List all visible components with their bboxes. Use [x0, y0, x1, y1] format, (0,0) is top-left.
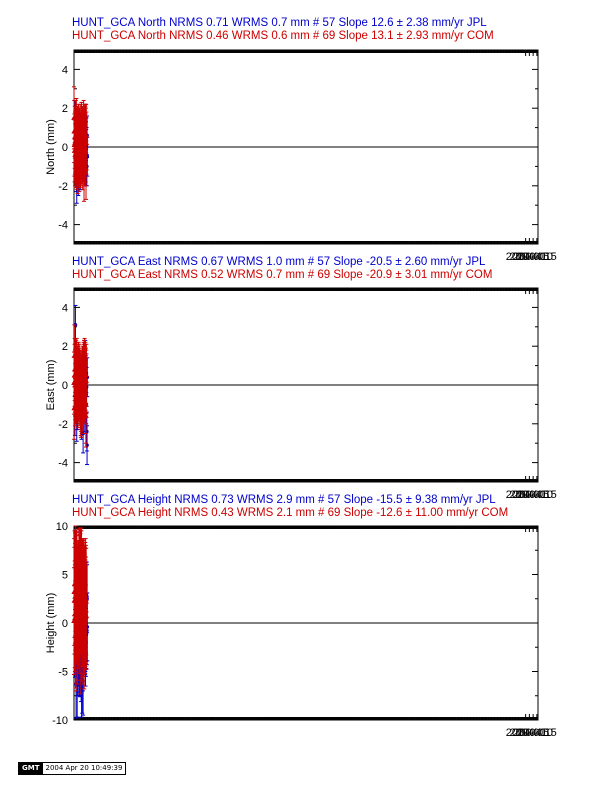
east-xtick-label: 2004.00 [506, 489, 546, 501]
height-ytick-label: -10 [52, 715, 68, 727]
north-xtick-label: 2004.15 [517, 251, 557, 263]
height-header-com: HUNT_GCA Height NRMS 0.43 WRMS 2.1 mm # … [72, 507, 508, 519]
east-panel: HUNT_GCA East NRMS 0.67 WRMS 1.0 mm # 57… [45, 256, 557, 501]
north-ytick-label: 0 [62, 142, 68, 154]
height-ytick-label: -5 [58, 667, 68, 679]
north-series-com [71, 86, 90, 202]
data-point [83, 139, 90, 146]
north-panel: HUNT_GCA North NRMS 0.71 WRMS 0.7 mm # 5… [45, 17, 557, 263]
east-header-com: HUNT_GCA East NRMS 0.52 WRMS 0.7 mm # 69… [72, 269, 492, 281]
height-xtick-label: 2004.10 [513, 727, 553, 739]
east-ylabel: East (mm) [45, 360, 57, 411]
east-series-com [71, 324, 90, 448]
height-panel: HUNT_GCA Height NRMS 0.73 WRMS 2.9 mm # … [45, 494, 557, 739]
east-header-jpl: HUNT_GCA East NRMS 0.67 WRMS 1.0 mm # 57… [72, 256, 486, 268]
east-ytick-label: -2 [58, 419, 68, 431]
north-xtick-label: 2004.00 [506, 251, 546, 263]
north-ytick-label: 4 [62, 64, 68, 76]
north-ytick-label: 2 [62, 103, 68, 115]
north-xtick-label: 2004.05 [509, 251, 549, 263]
east-xtick-label: 2004.15 [517, 489, 557, 501]
north-xtick-label: 2004.10 [513, 251, 553, 263]
east-ytick-label: 4 [62, 302, 68, 314]
north-ytick-label: -2 [58, 181, 68, 193]
east-xtick-label: 2004.05 [509, 489, 549, 501]
north-header-jpl: HUNT_GCA North NRMS 0.71 WRMS 0.7 mm # 5… [72, 17, 487, 29]
east-ytick-label: 2 [62, 341, 68, 353]
height-ytick-label: 10 [56, 521, 68, 533]
east-ytick-label: -4 [58, 458, 68, 470]
height-ytick-label: 0 [62, 618, 68, 630]
height-header-jpl: HUNT_GCA Height NRMS 0.73 WRMS 2.9 mm # … [72, 494, 496, 506]
north-ytick-label: -4 [58, 220, 68, 232]
height-xtick-label: 2004.00 [506, 727, 546, 739]
height-ylabel: Height (mm) [45, 593, 57, 654]
east-xtick-label: 2004.10 [513, 489, 553, 501]
data-point [83, 412, 89, 419]
north-header-com: HUNT_GCA North NRMS 0.46 WRMS 0.6 mm # 6… [72, 30, 494, 42]
height-xtick-label: 2004.15 [517, 727, 557, 739]
north-ylabel: North (mm) [45, 119, 57, 175]
data-point [83, 372, 90, 378]
east-ytick-label: 0 [62, 380, 68, 392]
height-xtick-label: 2004.05 [509, 727, 549, 739]
height-ytick-label: 5 [62, 570, 68, 582]
